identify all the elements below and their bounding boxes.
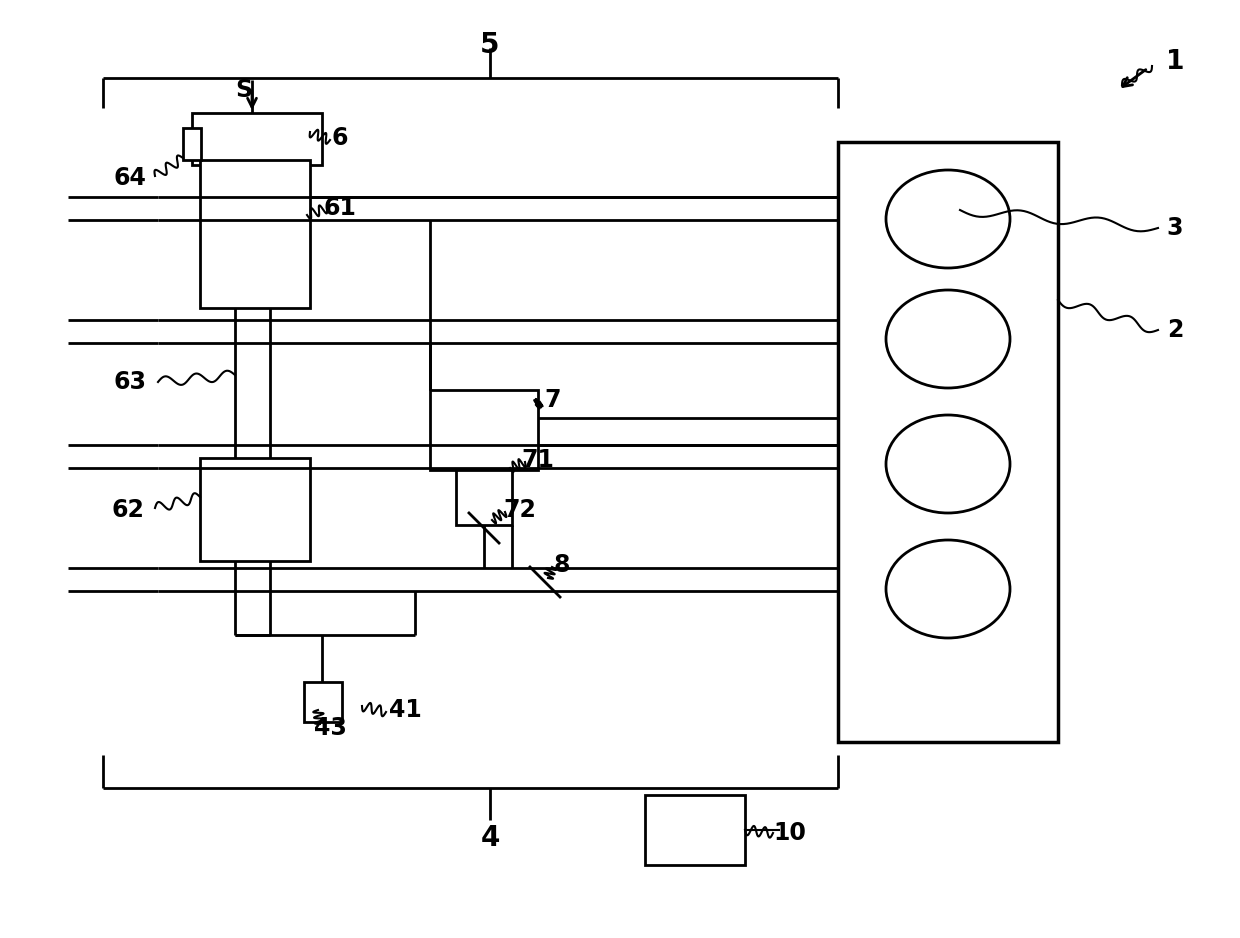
Ellipse shape [887,540,1011,638]
Bar [456,470,512,525]
Text: S: S [236,78,253,102]
Bar [184,128,201,160]
Bar [430,390,538,470]
Text: 10: 10 [774,821,806,845]
Text: 43: 43 [314,716,346,740]
Text: 61: 61 [324,196,356,220]
Text: 1: 1 [1166,49,1184,75]
Text: 5: 5 [480,31,500,59]
Bar [200,160,310,308]
Text: 41: 41 [388,698,422,722]
Text: 62: 62 [112,498,144,522]
Text: 72: 72 [503,498,537,522]
Text: 2: 2 [1167,318,1183,342]
Bar [200,458,310,561]
Bar [192,113,322,165]
Text: 4: 4 [480,824,500,852]
Text: 8: 8 [554,553,570,577]
Text: 64: 64 [114,166,146,190]
Bar [645,795,745,865]
Bar [304,682,342,722]
Ellipse shape [887,290,1011,388]
Text: 71: 71 [522,448,554,472]
Bar [838,142,1058,742]
Text: 6: 6 [332,126,348,150]
Text: 63: 63 [114,370,146,394]
Text: 7: 7 [544,388,562,412]
Ellipse shape [887,415,1011,513]
Ellipse shape [887,170,1011,268]
Text: 3: 3 [1167,216,1183,240]
